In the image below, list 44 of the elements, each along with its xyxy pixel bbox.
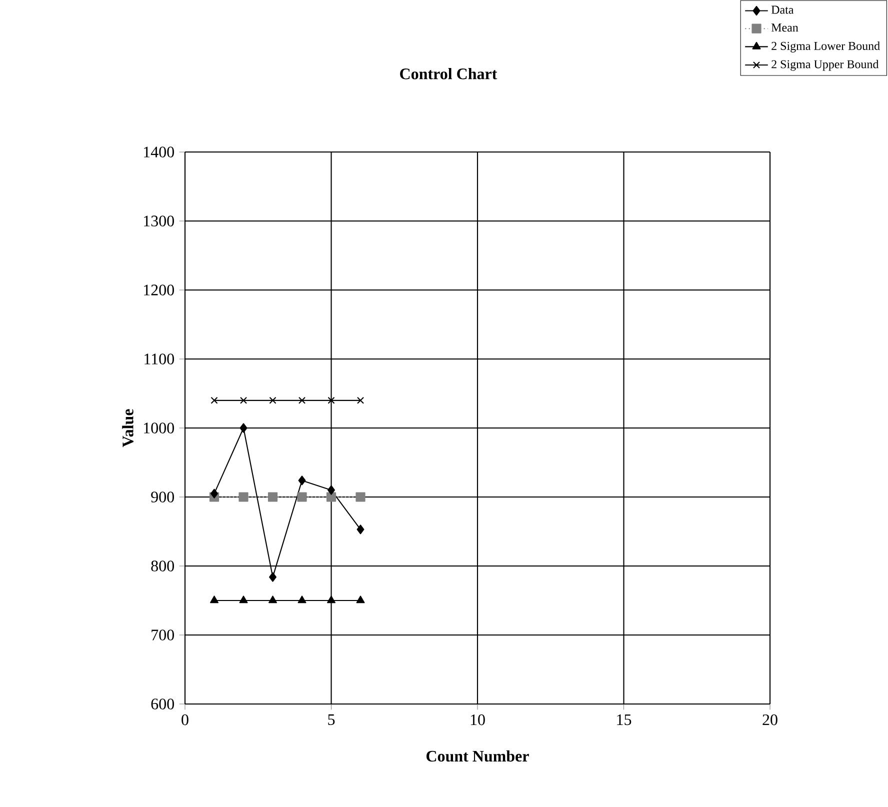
point <box>356 524 364 534</box>
point <box>328 485 335 495</box>
x-tick-label: 10 <box>470 714 485 726</box>
y-tick-label: 1000 <box>144 422 174 434</box>
y-tick-label: 1100 <box>144 354 174 364</box>
x-tick-label: 15 <box>617 714 632 726</box>
chart-title: Control Chart <box>400 68 498 80</box>
y-tick-label: 1400 <box>144 146 174 158</box>
y-tick-label: 800 <box>151 560 174 572</box>
legend-label: Mean <box>771 24 798 32</box>
legend-label: 2 Sigma Upper Bound <box>772 60 879 71</box>
y-tick-label: 1300 <box>144 216 174 226</box>
point <box>297 492 307 502</box>
y-tick-label: 900 <box>151 492 174 502</box>
x-axis-title: Count Number <box>426 750 529 762</box>
point <box>238 492 248 502</box>
x-tick-label: 20 <box>762 714 778 726</box>
point <box>268 492 278 502</box>
point <box>268 596 277 604</box>
y-axis-title: Value <box>122 409 134 448</box>
x-tick-label: 5 <box>328 714 335 726</box>
point <box>210 596 218 604</box>
point <box>298 396 306 404</box>
y-tick-label: 1200 <box>144 284 174 296</box>
point <box>327 596 336 604</box>
point <box>210 396 218 404</box>
point <box>356 596 365 604</box>
point <box>298 596 306 604</box>
point <box>210 488 218 498</box>
point <box>239 596 248 604</box>
y-tick-label: 700 <box>152 630 174 640</box>
legend-label: 2 Sigma Lower Bound <box>772 42 880 52</box>
point <box>356 492 366 502</box>
point <box>326 492 336 502</box>
y-tick-label: 600 <box>151 698 174 710</box>
point <box>269 572 276 582</box>
x-tick-label: 0 <box>182 714 188 726</box>
point <box>240 423 248 433</box>
point <box>240 396 248 404</box>
point <box>269 396 276 404</box>
point <box>298 476 306 486</box>
point <box>328 396 335 404</box>
legend-label: Data <box>771 6 794 14</box>
point <box>356 396 364 404</box>
